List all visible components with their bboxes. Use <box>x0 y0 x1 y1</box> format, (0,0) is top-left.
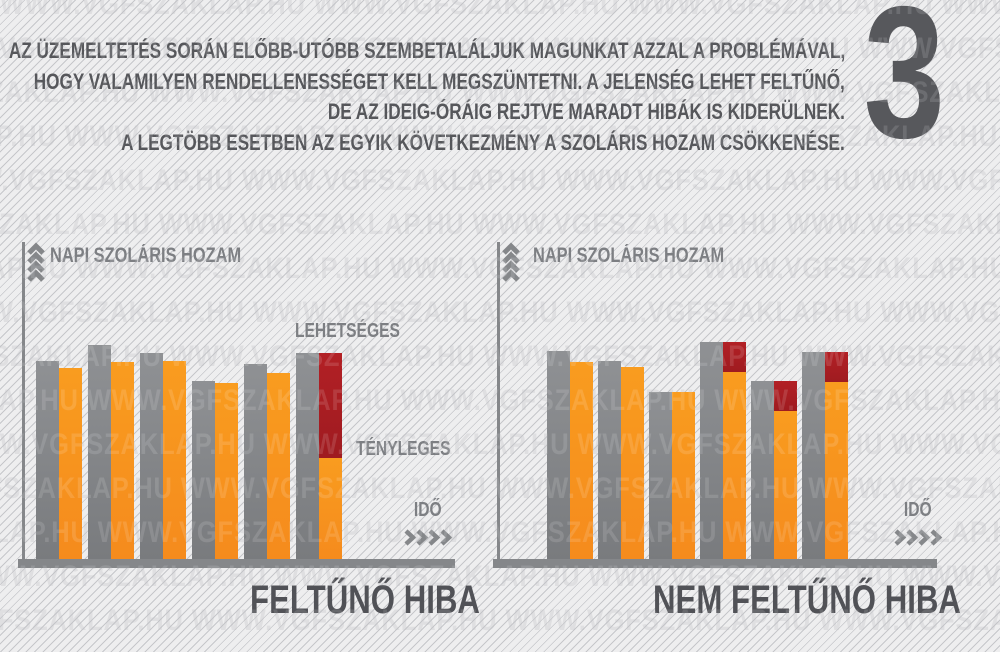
chart-feltuno-hiba: NAPI SZOLÁRIS HOZAM LEHETSÉGES TÉNYLEGES… <box>18 240 468 570</box>
bar-actual-day-6 <box>319 458 342 559</box>
watermark-text-row: WWW.VGFSZAKLAP.HU WWW.VGFSZAKLAP.HU WWW.… <box>0 208 1000 241</box>
bar-actual-day-4 <box>723 372 746 559</box>
section-number: 3 <box>863 0 946 177</box>
x-axis-label: IDŐ <box>904 499 932 521</box>
bar-actual-day-2 <box>111 362 134 559</box>
x-axis-line <box>493 559 937 568</box>
intro-line-1: AZ ÜZEMELTETÉS SORÁN ELŐBB-UTÓBB SZEMBET… <box>8 38 845 63</box>
bar-loss-day-5 <box>774 381 797 411</box>
x-axis-line <box>18 559 455 568</box>
x-axis-label-block: IDŐ <box>893 499 943 551</box>
bar-actual-day-2 <box>621 367 644 559</box>
y-axis-up-arrows-icon <box>502 242 520 282</box>
y-axis-label: NAPI SZOLÁRIS HOZAM <box>50 244 242 267</box>
bar-actual-day-3 <box>163 361 186 559</box>
watermark-text-row: WWW.VGFSZAKLAP.HU WWW.VGFSZAKLAP.HU WWW.… <box>0 0 1000 21</box>
chart-nem-feltuno-hiba: NAPI SZOLÁRIS HOZAM IDŐ <box>493 240 953 570</box>
bar-possible-day-4 <box>192 381 215 559</box>
legend-possible-label: LEHETSÉGES <box>295 320 400 342</box>
bar-actual-day-5 <box>774 411 797 559</box>
x-axis-label-block: IDŐ <box>403 499 453 551</box>
watermark-text-row: WWW.VGFSZAKLAP.HU WWW.VGFSZAKLAP.HU WWW.… <box>0 648 1000 652</box>
bar-loss-day-6 <box>825 352 848 382</box>
intro-paragraph: AZ ÜZEMELTETÉS SORÁN ELŐBB-UTÓBB SZEMBET… <box>0 36 845 158</box>
y-axis-line <box>497 242 500 568</box>
watermark-text-row: WWW.VGFSZAKLAP.HU WWW.VGFSZAKLAP.HU WWW.… <box>0 164 1000 197</box>
intro-line-2: HOGY VALAMILYEN RENDELLENESSÉGET KELL ME… <box>33 68 845 94</box>
bar-actual-day-3 <box>672 392 695 559</box>
chart-title-nem-feltuno-hiba: NEM FELTŰNŐ HIBA <box>653 578 961 622</box>
bar-possible-day-3 <box>649 392 672 559</box>
bar-loss-day-6 <box>319 353 342 458</box>
watermark-text-row: WWW.VGFSZAKLAP.HU WWW.VGFSZAKLAP.HU WWW.… <box>0 164 1000 197</box>
watermark-text-row: WWW.VGFSZAKLAP.HU WWW.VGFSZAKLAP.HU WWW.… <box>0 648 1000 652</box>
intro-line-4: A LEGTÖBB ESETBEN AZ EGYIK KÖVETKEZMÉNY … <box>121 129 845 155</box>
bar-possible-day-1 <box>36 361 59 559</box>
bar-possible-day-3 <box>140 353 163 559</box>
x-axis-right-arrows-icon <box>404 529 453 546</box>
watermark-text-row: WWW.VGFSZAKLAP.HU WWW.VGFSZAKLAP.HU WWW.… <box>0 0 1000 21</box>
bar-actual-day-6 <box>825 382 848 559</box>
bar-possible-day-5 <box>751 381 774 559</box>
x-axis-label: IDŐ <box>414 499 442 521</box>
bar-possible-day-2 <box>598 361 621 559</box>
bar-possible-day-4 <box>700 342 723 559</box>
bar-actual-day-1 <box>59 368 82 559</box>
bar-possible-day-6 <box>296 353 319 559</box>
x-axis-right-arrows-icon <box>894 529 943 546</box>
bar-actual-day-1 <box>570 362 593 559</box>
bar-possible-day-1 <box>547 351 570 559</box>
chart-title-feltuno-hiba: FELTŰNŐ HIBA <box>250 578 480 622</box>
y-axis-line <box>22 242 25 568</box>
bar-possible-day-6 <box>802 352 825 559</box>
bar-actual-day-5 <box>267 373 290 559</box>
legend-actual-label: TÉNYLEGES <box>356 438 451 460</box>
bar-loss-day-4 <box>723 342 746 372</box>
watermark-text-row: WWW.VGFSZAKLAP.HU WWW.VGFSZAKLAP.HU WWW.… <box>0 208 1000 241</box>
bar-actual-day-4 <box>215 383 238 559</box>
bar-possible-day-2 <box>88 345 111 559</box>
bar-possible-day-5 <box>244 364 267 559</box>
y-axis-label: NAPI SZOLÁRIS HOZAM <box>533 244 725 267</box>
intro-line-3: DE AZ IDEIG-ÓRÁIG REJTVE MARADT HIBÁK IS… <box>327 99 845 124</box>
y-axis-up-arrows-icon <box>27 242 45 282</box>
